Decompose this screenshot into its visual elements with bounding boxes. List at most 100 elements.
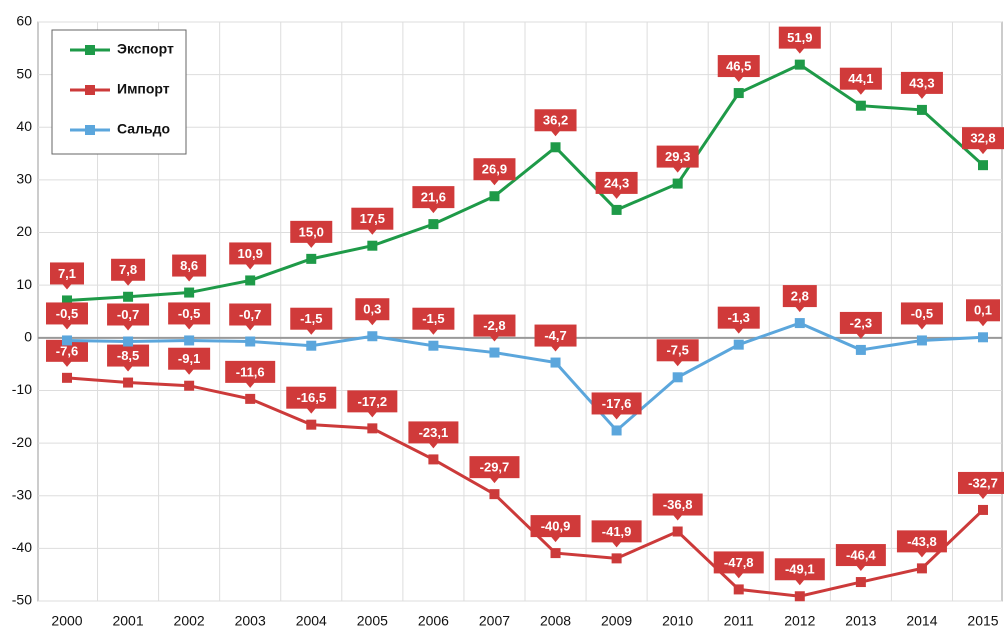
data-label: -1,3 (728, 310, 750, 325)
point-marker (672, 178, 683, 189)
label-pointer (855, 565, 866, 572)
label-pointer (550, 130, 561, 137)
label-pointer (916, 323, 927, 330)
label-box (347, 390, 398, 413)
label-box (229, 242, 272, 265)
point-marker (978, 160, 988, 171)
label-pointer (550, 345, 561, 352)
data-label: -0,7 (117, 307, 139, 322)
point-marker (550, 142, 561, 153)
label-pointer (123, 365, 134, 372)
label-pointer (62, 323, 72, 330)
data-label: 36,2 (543, 113, 568, 128)
point-marker (428, 340, 439, 351)
legend-label: Сальдо (117, 121, 170, 137)
point-marker (428, 454, 439, 465)
label-pointer (184, 323, 195, 330)
x-tick-label: 2014 (906, 613, 937, 629)
data-label: -0,7 (239, 307, 261, 322)
data-label: -7,5 (666, 343, 688, 358)
label-box (958, 471, 1004, 494)
label-box (172, 254, 207, 277)
data-label: 24,3 (604, 175, 629, 190)
label-pointer (794, 47, 805, 54)
label-box (900, 71, 943, 94)
label-pointer (978, 320, 988, 327)
label-pointer (733, 327, 744, 334)
label-box (534, 324, 577, 347)
point-marker (62, 335, 72, 346)
point-marker (733, 584, 744, 595)
label-pointer (672, 360, 683, 367)
point-marker (62, 372, 72, 383)
y-tick-label: 60 (16, 13, 32, 29)
label-box (107, 303, 150, 326)
data-label: -17,2 (358, 394, 388, 409)
label-pointer (855, 88, 866, 95)
data-label: -0,5 (178, 306, 200, 321)
x-tick-label: 2003 (235, 613, 266, 629)
label-box (656, 145, 699, 168)
data-label: 8,6 (180, 258, 198, 273)
label-box (900, 302, 943, 325)
data-label: 21,6 (421, 190, 446, 205)
data-label: -2,3 (850, 315, 872, 330)
data-label: -2,8 (483, 318, 505, 333)
label-box (286, 386, 337, 409)
label-pointer (245, 263, 256, 270)
label-box (107, 344, 150, 367)
data-label: 29,3 (665, 149, 690, 164)
y-tick-label: -30 (12, 486, 32, 502)
y-tick-label: 20 (16, 223, 32, 239)
point-marker (611, 553, 622, 564)
point-marker (367, 423, 378, 434)
label-pointer (794, 306, 805, 313)
point-marker (245, 336, 256, 347)
label-box (469, 456, 520, 479)
label-pointer (489, 335, 500, 342)
label-box (656, 339, 699, 362)
label-box (111, 258, 146, 281)
point-marker (916, 335, 927, 346)
point-marker (489, 191, 500, 202)
legend-marker (85, 45, 95, 55)
x-tick-label: 2006 (418, 613, 449, 629)
x-tick-label: 2000 (51, 613, 82, 629)
data-label: -40,9 (541, 519, 571, 534)
point-marker (672, 526, 683, 537)
series-line (66, 62, 985, 302)
y-tick-label: 50 (16, 65, 32, 81)
label-pointer (184, 368, 195, 375)
label-box (530, 515, 581, 538)
label-box (473, 314, 516, 337)
data-label: -8,5 (117, 348, 139, 363)
data-label: -1,5 (300, 311, 322, 326)
label-pointer (489, 179, 500, 186)
label-box (839, 67, 882, 90)
y-tick-label: 40 (16, 118, 32, 134)
label-box (782, 285, 817, 308)
point-marker (794, 318, 805, 329)
data-label: -7,6 (56, 343, 78, 358)
label-box (46, 302, 88, 325)
data-label: 46,5 (726, 58, 751, 73)
label-box (717, 55, 760, 78)
label-pointer (489, 477, 500, 484)
x-tick-label: 2005 (357, 613, 388, 629)
data-label: 51,9 (787, 30, 812, 45)
label-box (229, 303, 272, 326)
label-box (717, 306, 760, 329)
point-marker (123, 377, 134, 388)
label-box (290, 307, 333, 330)
legend-label: Экспорт (117, 41, 174, 57)
label-box (774, 558, 825, 581)
label-pointer (367, 319, 378, 326)
data-label: 0,3 (363, 302, 381, 317)
point-marker (489, 489, 500, 500)
point-marker (550, 548, 561, 559)
data-label: -36,8 (663, 497, 693, 512)
data-label: 32,8 (970, 131, 995, 146)
data-label: -29,7 (480, 460, 510, 475)
x-tick-label: 2002 (174, 613, 205, 629)
